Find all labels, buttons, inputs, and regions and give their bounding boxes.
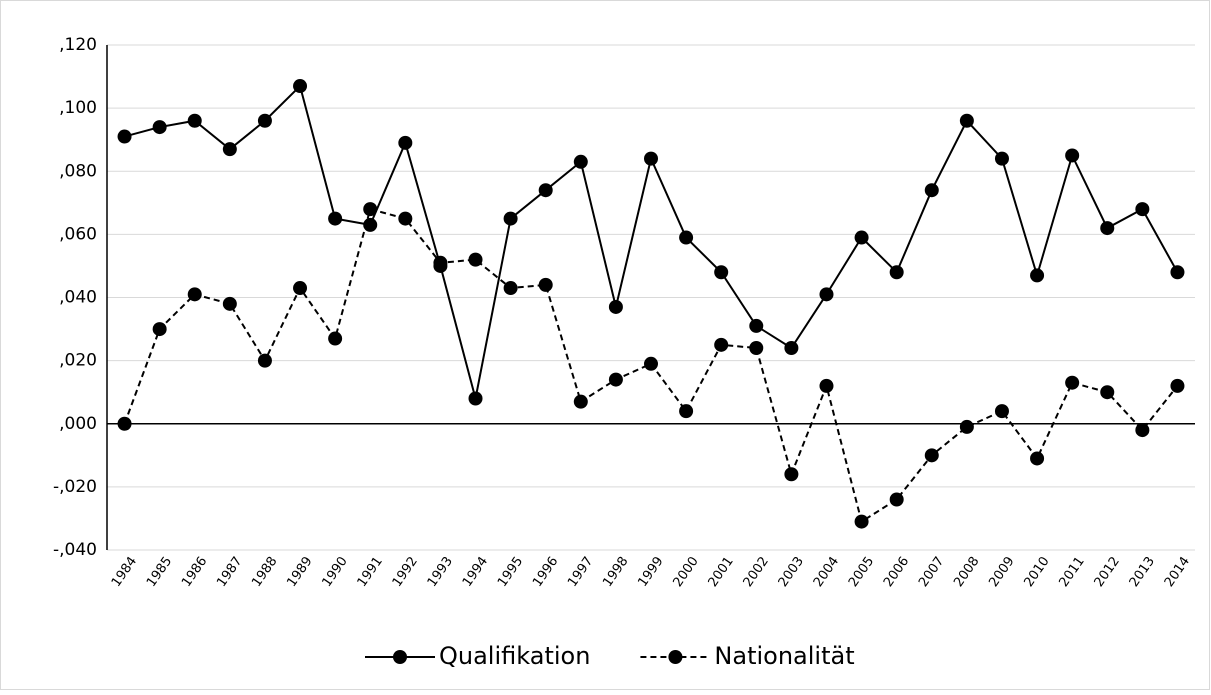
data-point: [608, 299, 623, 314]
data-point: [1100, 221, 1115, 236]
data-point: [573, 394, 588, 409]
data-point: [714, 265, 729, 280]
data-point: [538, 183, 553, 198]
data-point: [363, 217, 378, 232]
y-tick-label: ,020: [59, 351, 97, 371]
data-point: [468, 391, 483, 406]
data-point: [398, 211, 413, 226]
data-point: [152, 322, 167, 337]
data-point: [784, 467, 799, 482]
data-point: [468, 252, 483, 267]
data-point: [749, 341, 764, 355]
data-point: [573, 154, 588, 169]
data-point: [1065, 148, 1080, 163]
data-point: [1170, 265, 1185, 280]
data-point: [503, 211, 518, 226]
data-point: [608, 372, 623, 387]
data-point: [257, 353, 272, 368]
data-point: [644, 151, 658, 166]
y-tick-label: -,040: [53, 540, 97, 560]
data-point: [679, 404, 694, 419]
data-point: [889, 265, 904, 280]
data-point: [994, 404, 1009, 419]
y-tick-label: ,000: [59, 414, 97, 434]
data-point: [1170, 378, 1185, 393]
data-point: [924, 183, 939, 198]
data-point: [714, 337, 729, 352]
data-point: [784, 341, 799, 355]
data-point: [1030, 451, 1045, 466]
data-point: [1065, 375, 1080, 390]
data-point: [959, 419, 974, 434]
data-point: [889, 492, 904, 507]
data-point: [187, 113, 202, 128]
data-point: [994, 151, 1009, 166]
data-point: [222, 296, 237, 311]
y-tick-label: -,020: [53, 477, 97, 497]
data-point: [854, 514, 869, 529]
data-point: [293, 79, 308, 94]
legend-label: Qualifikation: [439, 642, 590, 670]
y-tick-label: ,040: [59, 288, 97, 308]
data-point: [819, 287, 834, 302]
data-point: [328, 331, 343, 346]
data-point: [503, 281, 518, 296]
data-point: [293, 281, 308, 296]
data-point: [679, 230, 694, 245]
data-point: [222, 142, 237, 157]
legend-label: Nationalität: [714, 642, 854, 670]
data-point: [187, 287, 202, 302]
data-point: [1030, 268, 1045, 283]
legend-marker: [668, 650, 683, 664]
y-tick-label: ,060: [59, 224, 97, 244]
data-point: [152, 120, 167, 135]
data-point: [1135, 423, 1150, 438]
data-point: [819, 378, 834, 393]
data-point: [398, 135, 413, 150]
data-point: [117, 129, 132, 144]
y-tick-label: ,100: [59, 98, 97, 118]
data-point: [1135, 202, 1150, 217]
data-point: [433, 255, 448, 270]
data-point: [538, 277, 553, 292]
data-point: [959, 113, 974, 128]
data-point: [854, 230, 869, 245]
y-tick-label: ,120: [59, 35, 97, 55]
data-point: [924, 448, 939, 463]
data-point: [117, 416, 132, 431]
data-point: [644, 356, 658, 371]
y-tick-label: ,080: [59, 161, 97, 181]
data-point: [749, 318, 764, 333]
legend-marker: [393, 650, 407, 664]
data-point: [257, 113, 272, 128]
data-point: [328, 211, 343, 226]
data-point: [363, 202, 378, 217]
data-point: [1100, 385, 1115, 400]
